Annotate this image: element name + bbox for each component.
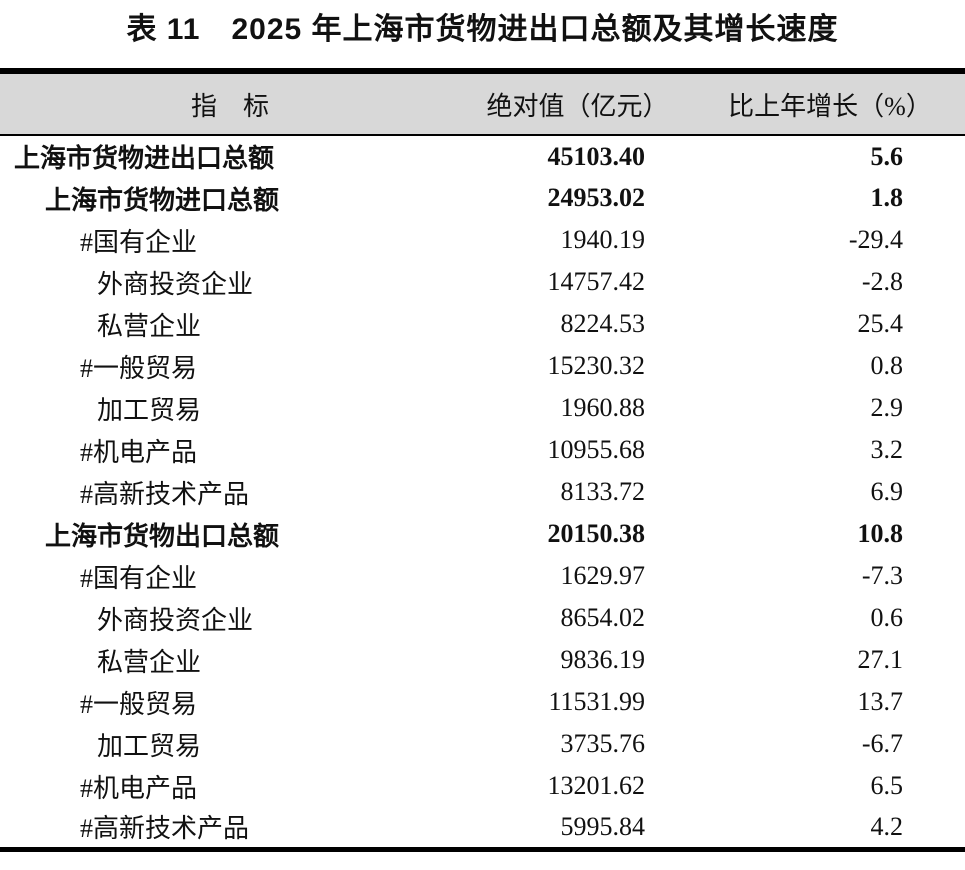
value-cell: 8224.53 (560, 309, 646, 338)
growth-cell: 0.8 (870, 351, 904, 380)
growth-cell: 4.2 (870, 811, 904, 841)
value-cell: 1629.97 (560, 561, 646, 590)
value-cell: 5995.84 (560, 811, 646, 841)
growth-cell: 0.6 (870, 603, 904, 632)
value-cell: 1940.19 (560, 225, 646, 254)
table-row-export-processing-trade: 加工贸易 3735.76 -6.7 (0, 723, 965, 765)
table-row-import-foreign-invested: 外商投资企业 14757.42 -2.8 (0, 261, 965, 303)
indicator-cell: #机电产品 (80, 773, 198, 803)
table-row-import-private: 私营企业 8224.53 25.4 (0, 303, 965, 345)
growth-cell: 6.9 (870, 477, 904, 506)
value-cell: 8133.72 (560, 477, 646, 506)
column-header-growth: 比上年增长（%） (695, 71, 965, 136)
header-row: 指 标 绝对值（亿元） 比上年增长（%） (0, 71, 965, 136)
table-row-export-high-tech: #高新技术产品 5995.84 4.2 (0, 807, 965, 849)
indicator-cell: 加工贸易 (97, 731, 202, 761)
table-row-total-import: 上海市货物进口总额 24953.02 1.8 (0, 177, 965, 219)
value-cell: 15230.32 (547, 351, 646, 380)
indicator-cell: #一般贸易 (80, 689, 198, 719)
table-row-total-export: 上海市货物出口总额 20150.38 10.8 (0, 513, 965, 555)
table-row-export-foreign-invested: 外商投资企业 8654.02 0.6 (0, 597, 965, 639)
growth-cell: 5.6 (870, 141, 904, 171)
growth-cell: 10.8 (857, 519, 904, 548)
table-row-export-mechanical-electrical: #机电产品 13201.62 6.5 (0, 765, 965, 807)
indicator-cell: 上海市货物出口总额 (45, 521, 280, 551)
value-cell: 20150.38 (547, 519, 646, 548)
table-row-import-processing-trade: 加工贸易 1960.88 2.9 (0, 387, 965, 429)
table-row-total-import-export: 上海市货物进出口总额 45103.40 5.6 (0, 135, 965, 177)
value-cell: 1960.88 (560, 393, 646, 422)
import-export-table: 指 标 绝对值（亿元） 比上年增长（%） 上海市货物进出口总额 45103.40… (0, 68, 965, 852)
growth-cell: 27.1 (857, 645, 904, 674)
column-header-absolute-value: 绝对值（亿元） (460, 71, 695, 136)
table-row-export-general-trade: #一般贸易 11531.99 13.7 (0, 681, 965, 723)
indicator-cell: #一般贸易 (80, 353, 198, 383)
value-cell: 3735.76 (560, 729, 646, 758)
indicator-cell: 外商投资企业 (97, 269, 254, 299)
indicator-cell: #高新技术产品 (80, 814, 250, 844)
growth-cell: 2.9 (870, 393, 904, 422)
table-row-export-state-owned: #国有企业 1629.97 -7.3 (0, 555, 965, 597)
indicator-cell: 外商投资企业 (97, 605, 254, 635)
table-row-import-state-owned: #国有企业 1940.19 -29.4 (0, 219, 965, 261)
growth-cell: -7.3 (861, 561, 903, 590)
table-row-import-mechanical-electrical: #机电产品 10955.68 3.2 (0, 429, 965, 471)
value-cell: 11531.99 (548, 687, 645, 716)
table-title: 表 11 2025 年上海市货物进出口总额及其增长速度 (126, 13, 839, 46)
indicator-cell: #高新技术产品 (80, 479, 250, 509)
value-cell: 8654.02 (560, 603, 646, 632)
growth-cell: 13.7 (857, 687, 904, 716)
indicator-cell: 上海市货物进出口总额 (14, 144, 275, 173)
value-cell: 45103.40 (547, 141, 646, 171)
indicator-cell: 私营企业 (97, 647, 202, 677)
table-row-export-private: 私营企业 9836.19 27.1 (0, 639, 965, 681)
growth-cell: 3.2 (870, 435, 904, 464)
value-cell: 9836.19 (560, 645, 646, 674)
growth-cell: 1.8 (870, 183, 904, 212)
indicator-cell: #国有企业 (80, 563, 198, 593)
indicator-cell: 私营企业 (97, 311, 202, 341)
indicator-cell: 加工贸易 (97, 395, 202, 425)
table-row-import-general-trade: #一般贸易 15230.32 0.8 (0, 345, 965, 387)
value-cell: 14757.42 (547, 267, 646, 296)
table-body: 上海市货物进出口总额 45103.40 5.6 上海市货物进口总额 24953.… (0, 135, 965, 849)
column-header-indicator: 指 标 (0, 71, 460, 136)
value-cell: 13201.62 (547, 771, 646, 800)
value-cell: 10955.68 (547, 435, 646, 464)
growth-cell: -6.7 (861, 729, 903, 758)
growth-cell: 6.5 (870, 771, 904, 800)
value-cell: 24953.02 (547, 183, 646, 212)
indicator-cell: 上海市货物进口总额 (45, 185, 280, 215)
growth-cell: 25.4 (857, 309, 904, 338)
table-header: 指 标 绝对值（亿元） 比上年增长（%） (0, 71, 965, 136)
indicator-cell: #机电产品 (80, 437, 198, 467)
indicator-cell: #国有企业 (80, 227, 198, 257)
growth-cell: -29.4 (848, 225, 903, 254)
growth-cell: -2.8 (861, 267, 903, 296)
table-row-import-high-tech: #高新技术产品 8133.72 6.9 (0, 471, 965, 513)
